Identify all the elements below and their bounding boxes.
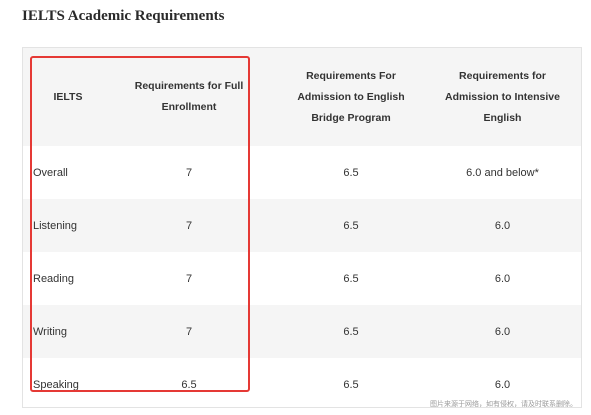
requirements-table: IELTS Requirements for Full Enrollment R… [22,47,582,408]
cell-full: 7 [185,166,193,179]
cell-bridge: 6.5 [343,325,359,338]
cell-full: 7 [185,219,193,232]
table-row: Writing 7 6.5 6.0 [23,305,581,358]
header-ielts: IELTS [53,90,83,103]
row-label-writing: Writing [33,325,68,338]
table-row: Overall 7 6.5 6.0 and below* [23,146,581,199]
page-title: IELTS Academic Requirements [22,8,225,24]
row-label-listening: Listening [33,219,78,232]
table-row: Reading 7 6.5 6.0 [23,252,581,305]
header-full-enrollment: Requirements for Full Enrollment [134,80,244,113]
cell-intensive: 6.0 [494,272,511,285]
cell-full: 7 [185,272,193,285]
table-row: Speaking 6.5 6.5 6.0 [23,358,581,411]
table-row: Listening 7 6.5 6.0 [23,199,581,252]
cell-bridge: 6.5 [343,219,359,232]
cell-intensive: 6.0 [494,378,511,391]
cell-bridge: 6.5 [343,272,359,285]
header-bridge-program: Requirements For Admission to English Br… [297,69,405,124]
row-label-overall: Overall [33,166,68,179]
cell-full: 6.5 [181,378,197,391]
row-label-reading: Reading [33,272,74,285]
watermark-text: 图片来源于网络，如有侵权，请及时联系删除。 [430,401,577,408]
cell-full: 7 [185,325,193,338]
cell-intensive: 6.0 [494,219,511,232]
table-header-row: IELTS Requirements for Full Enrollment R… [23,48,581,146]
cell-intensive: 6.0 and below* [466,166,539,179]
cell-bridge: 6.5 [343,166,359,179]
cell-bridge: 6.5 [343,378,359,391]
header-intensive-english: Requirements for Admission to Intensive … [445,69,560,124]
cell-intensive: 6.0 [494,325,511,338]
row-label-speaking: Speaking [33,378,79,391]
